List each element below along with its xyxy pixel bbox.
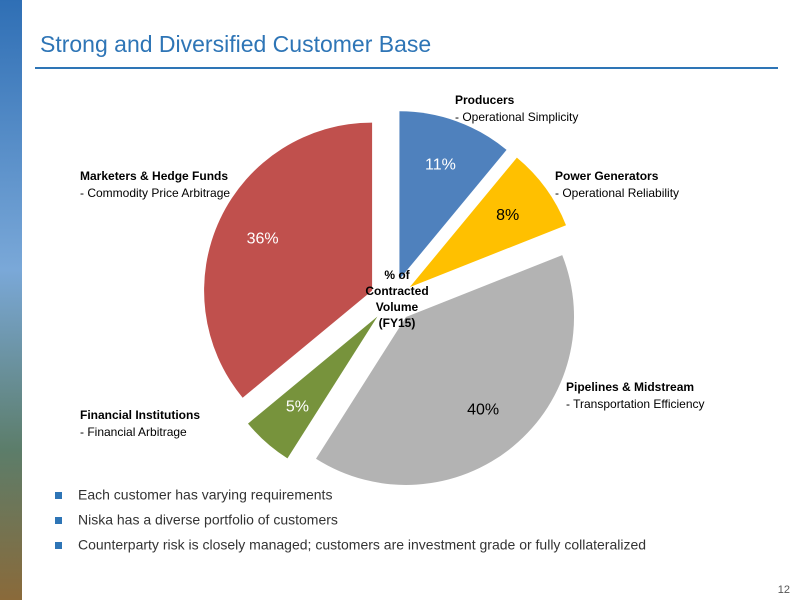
- pie-slice: [204, 122, 373, 398]
- value-label: 40%: [467, 401, 499, 418]
- page-number: 12: [778, 584, 790, 596]
- center-label: Contracted: [365, 284, 428, 298]
- category-description: - Commodity Price Arbitrage: [80, 186, 230, 200]
- bullet-text: Niska has a diverse portfolio of custome…: [78, 512, 338, 528]
- pie-slice: [399, 111, 507, 280]
- bullet-text: Counterparty risk is closely managed; cu…: [78, 537, 646, 553]
- category-description: - Operational Reliability: [555, 186, 679, 200]
- value-label: 5%: [286, 398, 309, 415]
- value-label: 36%: [247, 230, 279, 247]
- value-label: 11%: [425, 157, 456, 174]
- value-label: 8%: [496, 207, 519, 224]
- category-description: - Transportation Efficiency: [566, 397, 705, 411]
- bullet-marker: [55, 517, 62, 524]
- pie-slice: [409, 157, 567, 288]
- category-label: Power Generators: [555, 169, 659, 183]
- pie-slice: [248, 316, 378, 459]
- side-image: [0, 0, 22, 600]
- slide-title: Strong and Diversified Customer Base: [40, 31, 431, 57]
- category-label: Financial Institutions: [80, 408, 200, 422]
- category-description: - Financial Arbitrage: [80, 425, 187, 439]
- pie-slice: [316, 255, 575, 485]
- category-label: Pipelines & Midstream: [566, 380, 694, 394]
- center-label: Volume: [376, 300, 419, 314]
- category-label: Marketers & Hedge Funds: [80, 169, 228, 183]
- center-label: (FY15): [379, 316, 416, 330]
- bullet-marker: [55, 492, 62, 499]
- bullet-text: Each customer has varying requirements: [78, 487, 332, 503]
- center-label: % of: [384, 268, 410, 282]
- category-description: - Operational Simplicity: [455, 110, 578, 124]
- category-label: Producers: [455, 93, 515, 107]
- bullet-marker: [55, 542, 62, 549]
